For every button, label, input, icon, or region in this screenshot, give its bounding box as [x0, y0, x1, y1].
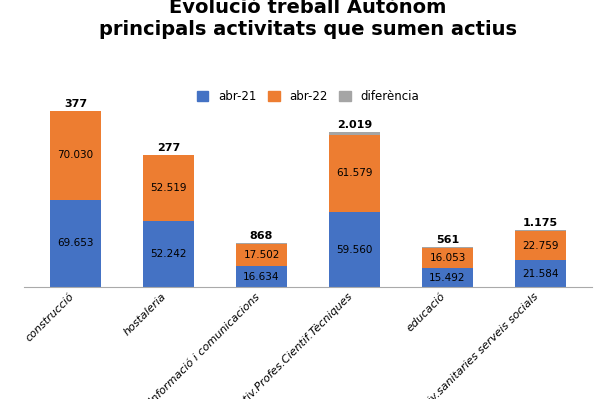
Bar [422, 247, 473, 268]
Bar [50, 111, 101, 200]
Text: 16.634: 16.634 [243, 272, 280, 282]
Bar [50, 200, 101, 287]
Bar [143, 221, 194, 287]
Text: 70.030: 70.030 [57, 150, 94, 160]
Text: 15.492: 15.492 [429, 273, 466, 282]
Bar [329, 132, 380, 135]
Bar [422, 268, 473, 287]
Text: 52.519: 52.519 [150, 184, 187, 194]
Text: 868: 868 [250, 231, 273, 241]
Bar [515, 230, 566, 231]
Text: 16.053: 16.053 [429, 253, 466, 263]
Bar [515, 231, 566, 260]
Text: 21.584: 21.584 [522, 269, 559, 279]
Text: 22.759: 22.759 [522, 241, 559, 251]
Text: 1.175: 1.175 [523, 218, 558, 228]
Bar [329, 135, 380, 212]
Text: 2.019: 2.019 [337, 120, 372, 130]
Bar [236, 266, 287, 287]
Bar [143, 155, 194, 221]
Bar [236, 243, 287, 244]
Title: Evolució treball Autònom
principals activitats que sumen actius: Evolució treball Autònom principals acti… [99, 0, 517, 39]
Text: 69.653: 69.653 [57, 239, 94, 249]
Bar [329, 212, 380, 287]
Text: 561: 561 [436, 235, 459, 245]
Text: 52.242: 52.242 [150, 249, 187, 259]
Bar [515, 260, 566, 287]
Text: 59.560: 59.560 [336, 245, 373, 255]
Text: 277: 277 [157, 143, 180, 153]
Text: 61.579: 61.579 [336, 168, 373, 178]
Bar [236, 244, 287, 266]
Text: 377: 377 [64, 99, 87, 109]
Legend: abr-21, abr-22, diferència: abr-21, abr-22, diferència [197, 90, 419, 103]
Text: 17.502: 17.502 [243, 250, 280, 260]
